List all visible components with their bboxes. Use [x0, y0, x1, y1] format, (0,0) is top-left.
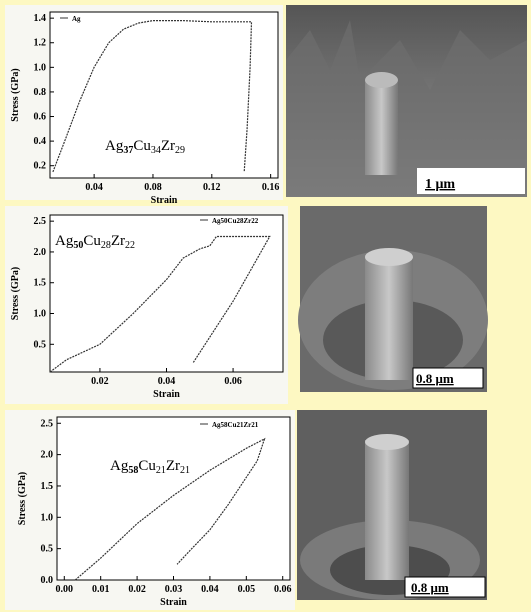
x-tick-label: 0.00 — [56, 584, 74, 595]
annotation-part: Zr — [166, 458, 180, 474]
y-tick-label: 2.0 — [41, 450, 54, 461]
sem-image — [286, 5, 527, 197]
x-tick-label: 0.04 — [85, 182, 103, 193]
y-tick-label: 0.2 — [34, 161, 47, 172]
annotation-part: 50 — [73, 240, 83, 251]
x-tick-label: 0.06 — [274, 584, 292, 595]
annotation: Ag58Cu21Zr21 — [110, 458, 190, 476]
x-tick-label: 0.03 — [165, 584, 183, 595]
annotation-part: Cu — [133, 138, 151, 154]
x-tick-label: 0.04 — [158, 376, 176, 387]
annotation-part: 28 — [101, 240, 111, 251]
annotation-part: Zr — [161, 138, 175, 154]
annotation-part: Ag — [105, 138, 124, 154]
annotation-part: 21 — [180, 465, 190, 476]
scale-bar-label: 1 μm — [425, 177, 455, 192]
y-tick-label: 0.5 — [34, 339, 47, 350]
annotation: Ag50Cu28Zr22 — [55, 233, 135, 251]
x-tick-label: 0.01 — [92, 584, 110, 595]
x-tick-label: 0.16 — [262, 182, 280, 193]
slide-canvas: 1 μm 0.8 μm 0.8 μm 0.04 0.08 0.12 0.16 0.2 0.… — [0, 0, 531, 612]
y-tick-label: 0.4 — [34, 136, 47, 147]
y-axis-title: Stress (GPa) — [10, 267, 21, 320]
legend-label: Ag50Cu28Zr22 — [212, 217, 259, 225]
y-tick-label: 1.0 — [41, 512, 54, 523]
annotation-part: 29 — [175, 145, 185, 156]
annotation-part: 58 — [128, 465, 138, 476]
y-axis-title: Stress (GPa) — [10, 68, 21, 121]
y-axis-title: Stress (GPa) — [17, 472, 28, 525]
annotation-part: Ag — [110, 458, 129, 474]
annotation-part: Ag — [55, 233, 74, 249]
y-tick-label: 2.5 — [34, 216, 47, 227]
x-tick-label: 0.06 — [224, 376, 242, 387]
x-tick-label: 0.02 — [128, 584, 146, 595]
x-tick-label: 0.02 — [91, 376, 109, 387]
y-tick-label: 1.5 — [34, 278, 47, 289]
x-tick-label: 0.05 — [238, 584, 256, 595]
y-tick-label: 2.5 — [41, 418, 54, 429]
scale-bar-label: 0.8 μm — [416, 371, 454, 386]
y-tick-label: 1.5 — [41, 481, 54, 492]
sem-image — [298, 206, 488, 392]
y-tick-label: 0.5 — [41, 544, 54, 555]
annotation-part: 34 — [151, 145, 161, 156]
x-axis-title: Strain — [151, 195, 178, 206]
annotation-part: 37 — [123, 145, 133, 156]
annotation-part: Zr — [111, 233, 125, 249]
x-tick-label: 0.04 — [201, 584, 219, 595]
y-tick-label: 0.8 — [34, 87, 47, 98]
y-tick-label: 2.0 — [34, 247, 47, 258]
annotation: Ag37Cu34Zr29 — [105, 138, 185, 156]
slide: 1 μm 0.8 μm 0.8 μm 0.04 0.08 0.12 0.16 0.2 0.… — [0, 0, 531, 612]
x-axis-title: Strain — [160, 597, 187, 608]
x-axis-title: Strain — [153, 389, 180, 400]
x-tick-label: 0.08 — [144, 182, 162, 193]
y-tick-label: 0.6 — [34, 112, 47, 123]
annotation-part: Cu — [83, 233, 101, 249]
annotation-part: 21 — [156, 465, 166, 476]
scale-bar-label: 0.8 μm — [411, 580, 449, 595]
annotation-part: Cu — [138, 458, 156, 474]
y-tick-label: 1.4 — [34, 13, 47, 24]
y-tick-label: 1.2 — [34, 38, 47, 49]
legend-label: Ag — [72, 15, 81, 23]
y-tick-label: 0.0 — [41, 575, 54, 586]
x-tick-label: 0.12 — [203, 182, 221, 193]
legend-label: Ag58Cu21Zr21 — [212, 421, 259, 429]
plot-area — [57, 417, 290, 580]
y-tick-label: 1.0 — [34, 62, 47, 73]
sem-image — [297, 410, 487, 600]
annotation-part: 22 — [125, 240, 135, 251]
y-tick-label: 1.0 — [34, 309, 47, 320]
